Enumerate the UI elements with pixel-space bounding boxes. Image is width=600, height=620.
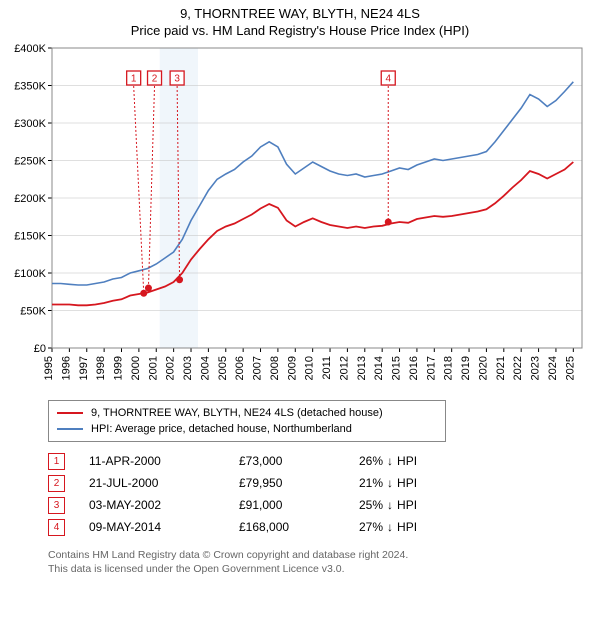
svg-text:1: 1 [131, 74, 137, 85]
down-arrow-icon: ↓ [387, 520, 393, 534]
svg-text:1998: 1998 [95, 356, 107, 380]
sales-row: 4 09-MAY-2014£168,00027%↓HPI [48, 516, 600, 538]
chart-area: £0 £50K £100K £150K £200K £250K £300K £350K £400… [0, 38, 600, 394]
svg-text:2003: 2003 [182, 356, 194, 380]
sale-date: 09-MAY-2014 [89, 520, 239, 534]
svg-text:2018: 2018 [443, 356, 455, 380]
svg-text:1997: 1997 [78, 356, 90, 380]
svg-text:2007: 2007 [252, 356, 264, 380]
down-arrow-icon: ↓ [387, 476, 393, 490]
sale-date: 21-JUL-2000 [89, 476, 239, 490]
svg-text:£200K: £200K [14, 193, 46, 205]
sale-date: 11-APR-2000 [89, 454, 239, 468]
sale-price: £79,950 [239, 476, 359, 490]
down-arrow-icon: ↓ [387, 498, 393, 512]
svg-text:4: 4 [385, 74, 391, 85]
title-subtitle: Price paid vs. HM Land Registry's House … [0, 23, 600, 38]
legend-swatch-property [57, 412, 83, 414]
sale-price: £91,000 [239, 498, 359, 512]
down-arrow-icon: ↓ [387, 454, 393, 468]
svg-text:2022: 2022 [512, 356, 524, 380]
svg-text:2005: 2005 [217, 356, 229, 380]
legend-label-property: 9, THORNTREE WAY, BLYTH, NE24 4LS (detac… [91, 407, 383, 419]
sale-price: £73,000 [239, 454, 359, 468]
sale-date: 03-MAY-2002 [89, 498, 239, 512]
svg-text:£400K: £400K [14, 43, 46, 55]
legend-row: HPI: Average price, detached house, Nort… [57, 421, 437, 437]
svg-text:£0: £0 [34, 343, 46, 355]
svg-text:1996: 1996 [60, 356, 72, 380]
sale-diff: 25%↓HPI [359, 498, 469, 512]
sale-marker-box: 4 [48, 519, 65, 536]
svg-text:2: 2 [152, 74, 158, 85]
svg-text:2012: 2012 [338, 356, 350, 380]
svg-text:2021: 2021 [495, 356, 507, 380]
legend-row: 9, THORNTREE WAY, BLYTH, NE24 4LS (detac… [57, 405, 437, 421]
svg-text:2006: 2006 [234, 356, 246, 380]
svg-text:2009: 2009 [286, 356, 298, 380]
svg-text:2002: 2002 [165, 356, 177, 380]
svg-text:2010: 2010 [304, 356, 316, 380]
sales-table: 1 11-APR-2000£73,00026%↓HPI 2 21-JUL-2000£7… [48, 450, 600, 538]
svg-text:1995: 1995 [43, 356, 55, 380]
sale-marker-box: 3 [48, 497, 65, 514]
svg-text:2019: 2019 [460, 356, 472, 380]
svg-text:2008: 2008 [269, 356, 281, 380]
footer-line-2: This data is licensed under the Open Gov… [48, 562, 600, 576]
svg-text:£350K: £350K [14, 81, 46, 93]
sale-diff: 26%↓HPI [359, 454, 469, 468]
svg-text:2001: 2001 [147, 356, 159, 380]
footer-line-1: Contains HM Land Registry data © Crown c… [48, 548, 600, 562]
svg-text:3: 3 [174, 74, 180, 85]
svg-text:2017: 2017 [425, 356, 437, 380]
svg-text:2016: 2016 [408, 356, 420, 380]
sale-price: £168,000 [239, 520, 359, 534]
svg-text:2023: 2023 [530, 356, 542, 380]
svg-text:2013: 2013 [356, 356, 368, 380]
legend-label-hpi: HPI: Average price, detached house, Nort… [91, 423, 352, 435]
svg-text:2020: 2020 [477, 356, 489, 380]
title-address: 9, THORNTREE WAY, BLYTH, NE24 4LS [0, 6, 600, 21]
chart-container: 9, THORNTREE WAY, BLYTH, NE24 4LS Price … [0, 0, 600, 584]
legend-swatch-hpi [57, 428, 83, 430]
sales-row: 2 21-JUL-2000£79,95021%↓HPI [48, 472, 600, 494]
sale-marker-box: 2 [48, 475, 65, 492]
legend: 9, THORNTREE WAY, BLYTH, NE24 4LS (detac… [48, 400, 446, 442]
svg-text:2000: 2000 [130, 356, 142, 380]
sale-diff: 27%↓HPI [359, 520, 469, 534]
svg-text:2014: 2014 [373, 356, 385, 380]
svg-text:£150K: £150K [14, 231, 46, 243]
svg-text:2015: 2015 [391, 356, 403, 380]
svg-text:2025: 2025 [564, 356, 576, 380]
svg-text:1999: 1999 [113, 356, 125, 380]
footer: Contains HM Land Registry data © Crown c… [48, 548, 600, 584]
svg-text:£250K: £250K [14, 156, 46, 168]
sales-row: 3 03-MAY-2002£91,00025%↓HPI [48, 494, 600, 516]
svg-text:£300K: £300K [14, 118, 46, 130]
svg-text:£100K: £100K [14, 268, 46, 280]
svg-text:2011: 2011 [321, 356, 333, 380]
svg-text:2004: 2004 [199, 356, 211, 380]
svg-text:2024: 2024 [547, 356, 559, 380]
line-chart-svg: £0 £50K £100K £150K £200K £250K £300K £350K £400… [0, 38, 600, 394]
sales-row: 1 11-APR-2000£73,00026%↓HPI [48, 450, 600, 472]
sale-diff: 21%↓HPI [359, 476, 469, 490]
svg-text:£50K: £50K [20, 306, 46, 318]
titles: 9, THORNTREE WAY, BLYTH, NE24 4LS Price … [0, 0, 600, 38]
sale-marker-box: 1 [48, 453, 65, 470]
